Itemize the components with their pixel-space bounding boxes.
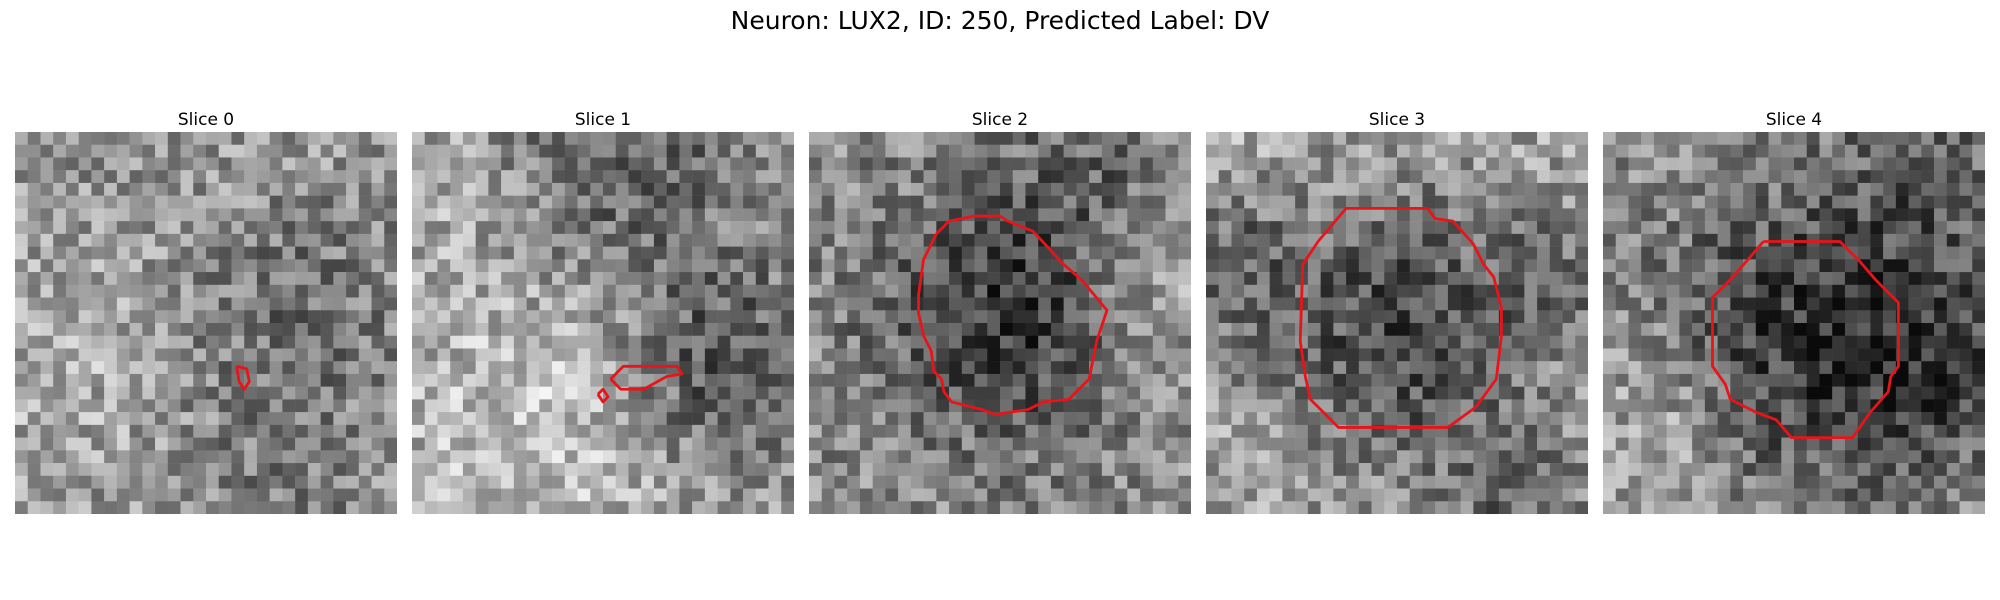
pixel-grid	[1206, 132, 1588, 514]
slice-title-1: Slice 1	[574, 110, 632, 130]
segmentation-contour	[609, 364, 684, 391]
segmentation-contour	[917, 214, 1109, 417]
slice-panel-1: Slice 1	[412, 108, 794, 514]
pixel-grid	[412, 132, 794, 514]
slice-panel-4: Slice 4	[1603, 108, 1985, 514]
pixel-grid	[15, 132, 397, 514]
slice-image-4	[1603, 132, 1985, 514]
segmentation-contour	[235, 364, 251, 391]
slice-title-0: Slice 0	[177, 110, 235, 130]
slice-image-3	[1206, 132, 1588, 514]
slice-panel-3: Slice 3	[1206, 108, 1588, 514]
slice-title-3: Slice 3	[1368, 110, 1426, 130]
slice-title-4: Slice 4	[1765, 110, 1823, 130]
slice-panel-0: Slice 0	[15, 108, 397, 514]
figure-title: Neuron: LUX2, ID: 250, Predicted Label: …	[730, 6, 1270, 35]
slice-image-2	[809, 132, 1191, 514]
slice-panel-2: Slice 2	[809, 108, 1191, 514]
segmentation-contour	[1711, 240, 1900, 440]
segmentation-contour	[1298, 206, 1503, 429]
segmentation-contour	[596, 387, 610, 404]
slice-image-0	[15, 132, 397, 514]
slice-image-1	[412, 132, 794, 514]
slice-title-2: Slice 2	[971, 110, 1029, 130]
pixel-grid	[1603, 132, 1985, 514]
pixel-grid	[809, 132, 1191, 514]
